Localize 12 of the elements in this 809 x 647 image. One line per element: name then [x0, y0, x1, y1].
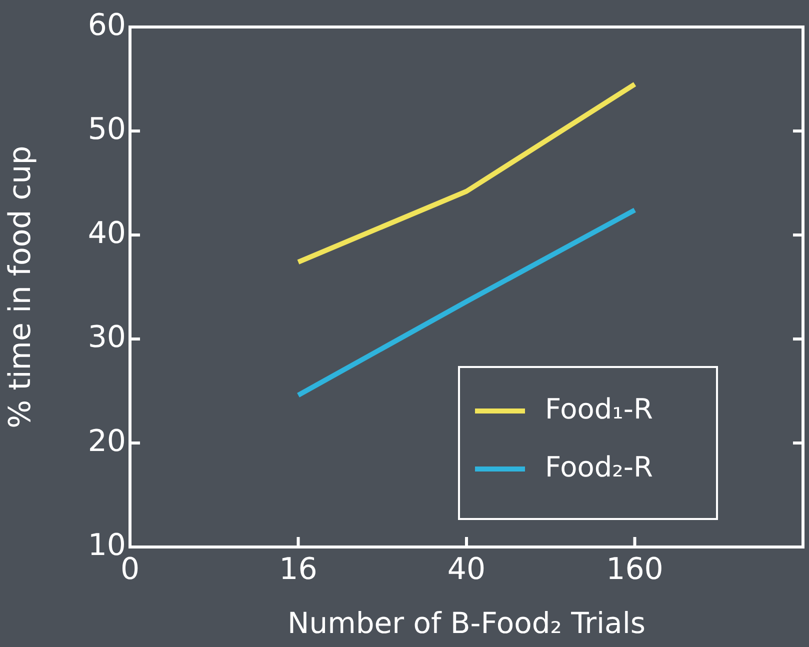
- legend-label: Food₂-R: [545, 450, 653, 484]
- y-axis-title: % time in food cup: [2, 146, 38, 428]
- x-tick-label: 160: [606, 552, 664, 587]
- y-tick-label: 40: [88, 216, 126, 251]
- y-tick-label: 60: [88, 8, 126, 43]
- x-tick-label: 16: [279, 552, 318, 587]
- legend-label: Food₁-R: [545, 392, 653, 426]
- x-tick-label: 40: [447, 552, 486, 587]
- y-tick-label: 20: [88, 424, 126, 459]
- y-tick-label: 30: [88, 320, 126, 355]
- y-tick-label: 50: [88, 112, 126, 147]
- x-axis-title: Number of B-Food₂ Trials: [288, 606, 646, 640]
